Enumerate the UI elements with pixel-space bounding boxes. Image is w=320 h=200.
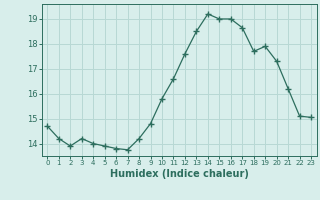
X-axis label: Humidex (Indice chaleur): Humidex (Indice chaleur): [110, 169, 249, 179]
